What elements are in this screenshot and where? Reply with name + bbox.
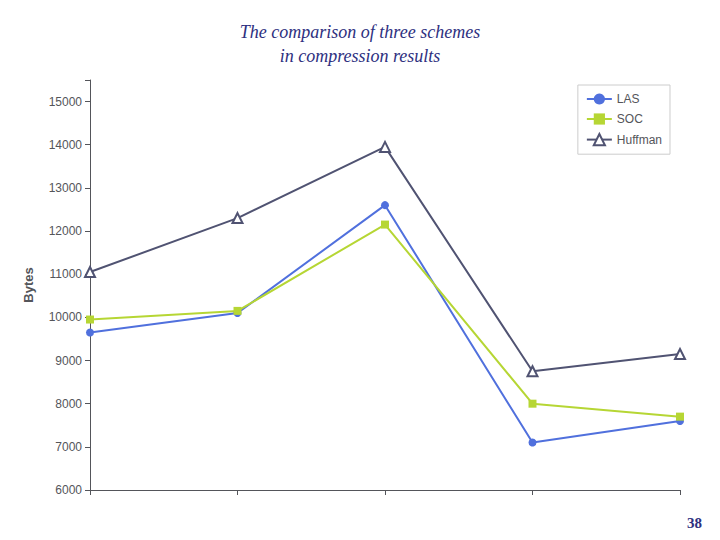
- svg-text:12000: 12000: [49, 224, 83, 238]
- svg-text:13000: 13000: [49, 181, 83, 195]
- svg-text:The comparison of three scheme: The comparison of three schemes: [240, 22, 480, 42]
- svg-text:Bytes: Bytes: [21, 267, 36, 302]
- svg-text:15000: 15000: [49, 95, 83, 109]
- svg-text:SOC: SOC: [617, 112, 643, 126]
- svg-text:6000: 6000: [55, 483, 82, 497]
- svg-text:8000: 8000: [55, 397, 82, 411]
- svg-text:in compression results: in compression results: [280, 46, 441, 66]
- svg-text:10000: 10000: [49, 310, 83, 324]
- svg-text:11000: 11000: [50, 267, 83, 281]
- svg-text:38: 38: [687, 515, 702, 531]
- svg-text:7000: 7000: [55, 440, 82, 454]
- svg-text:LAS: LAS: [617, 92, 640, 106]
- svg-text:14000: 14000: [49, 138, 83, 152]
- svg-text:Huffman: Huffman: [617, 133, 662, 147]
- svg-text:9000: 9000: [55, 354, 82, 368]
